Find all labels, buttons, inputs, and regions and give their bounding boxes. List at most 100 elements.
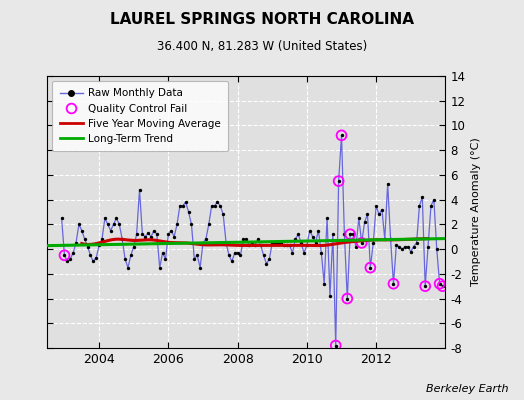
Point <box>60 252 69 258</box>
Point <box>421 283 429 289</box>
Point <box>427 203 435 209</box>
Point <box>141 234 149 240</box>
Point <box>380 236 389 242</box>
Point <box>127 252 135 258</box>
Point <box>184 209 193 215</box>
Point <box>334 178 343 184</box>
Point <box>227 258 236 265</box>
Point <box>435 280 444 287</box>
Point <box>439 283 447 289</box>
Point <box>233 250 242 256</box>
Point <box>432 246 441 252</box>
Point <box>282 242 291 248</box>
Point <box>337 132 346 138</box>
Point <box>196 264 204 271</box>
Point <box>297 240 305 246</box>
Point <box>398 246 406 252</box>
Text: LAUREL SPRINGS NORTH CAROLINA: LAUREL SPRINGS NORTH CAROLINA <box>110 12 414 27</box>
Point <box>104 221 112 228</box>
Point <box>225 252 233 258</box>
Point <box>231 250 239 256</box>
Point <box>213 199 222 205</box>
Point <box>343 295 352 302</box>
Point <box>395 244 403 250</box>
Point <box>357 240 366 246</box>
Point <box>147 234 155 240</box>
Point <box>357 240 366 246</box>
Point <box>121 256 129 262</box>
Point <box>375 211 383 218</box>
Point <box>424 244 432 250</box>
Point <box>190 256 199 262</box>
Point <box>415 203 423 209</box>
Point <box>58 215 66 221</box>
Point <box>208 203 216 209</box>
Point <box>291 236 300 242</box>
Point <box>170 234 178 240</box>
Point <box>412 240 421 246</box>
Point <box>372 203 380 209</box>
Text: Berkeley Earth: Berkeley Earth <box>426 384 508 394</box>
Point <box>181 199 190 205</box>
Point <box>268 240 277 246</box>
Point <box>366 264 375 271</box>
Point <box>401 244 409 250</box>
Point <box>418 194 427 200</box>
Point <box>323 215 331 221</box>
Point <box>257 242 265 248</box>
Point <box>251 242 259 248</box>
Point <box>265 256 274 262</box>
Point <box>386 236 395 242</box>
Point <box>407 248 415 255</box>
Point <box>389 280 398 287</box>
Point <box>144 230 152 236</box>
Point <box>167 227 176 234</box>
Point <box>239 236 248 242</box>
Text: 36.400 N, 81.283 W (United States): 36.400 N, 81.283 W (United States) <box>157 40 367 53</box>
Point <box>173 221 181 228</box>
Point <box>133 231 141 238</box>
Y-axis label: Temperature Anomaly (°C): Temperature Anomaly (°C) <box>471 138 481 286</box>
Point <box>81 236 89 242</box>
Point <box>378 206 386 213</box>
Point <box>317 250 325 256</box>
Point <box>439 283 447 289</box>
Point <box>355 215 363 221</box>
Point <box>150 227 158 234</box>
Point <box>236 252 245 258</box>
Point <box>346 231 354 238</box>
Point <box>340 231 348 238</box>
Point <box>72 240 80 246</box>
Point <box>366 264 375 271</box>
Point <box>332 342 340 349</box>
Point <box>176 203 184 209</box>
Point <box>92 254 101 261</box>
Point <box>110 221 118 228</box>
Point <box>112 215 121 221</box>
Point <box>300 250 308 256</box>
Point <box>222 240 230 246</box>
Point <box>346 231 354 238</box>
Point <box>245 242 253 248</box>
Point <box>421 283 429 289</box>
Point <box>204 221 213 228</box>
Point <box>309 234 317 240</box>
Point <box>242 236 250 242</box>
Point <box>326 293 334 299</box>
Point <box>202 236 210 242</box>
Point <box>187 221 195 228</box>
Point <box>271 240 279 246</box>
Point <box>193 252 201 258</box>
Point <box>86 252 95 258</box>
Point <box>329 231 337 238</box>
Point <box>179 203 187 209</box>
Point <box>369 240 377 246</box>
Point <box>303 242 311 248</box>
Point <box>60 252 69 258</box>
Point <box>337 132 346 138</box>
Point <box>274 240 282 246</box>
Point <box>69 250 78 256</box>
Point <box>305 227 314 234</box>
Point <box>124 264 132 271</box>
Point <box>115 221 124 228</box>
